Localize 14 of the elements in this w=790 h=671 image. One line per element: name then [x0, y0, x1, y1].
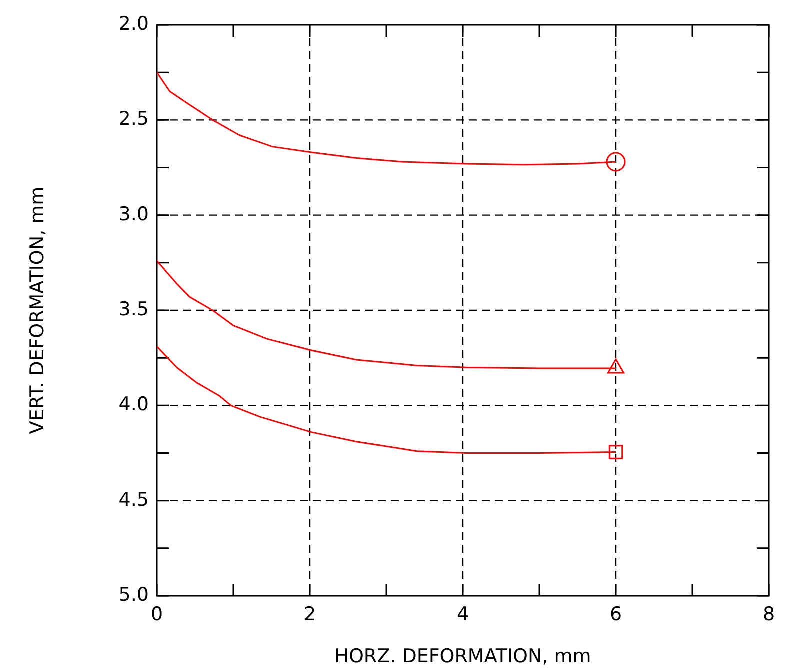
- y-tick-label: 2.0: [118, 12, 149, 35]
- y-tick-label: 3.0: [118, 203, 149, 226]
- x-tick-label: 6: [610, 603, 622, 626]
- x-tick-label: 8: [762, 603, 776, 626]
- y-tick-label: 3.5: [118, 298, 149, 320]
- x-tick-label: 0: [150, 603, 164, 626]
- x-tick-label: 2: [304, 603, 316, 626]
- y-tick-label: 2.5: [118, 108, 149, 130]
- y-tick-label: 5.0: [118, 584, 149, 606]
- y-tick-label: 4.0: [118, 394, 149, 416]
- x-tick-label: 4: [456, 603, 470, 626]
- x-axis-title: HORZ. DEFORMATION, mm: [334, 646, 592, 668]
- y-axis-title: VERT. DEFORMATION, mm: [26, 186, 48, 434]
- y-tick-label: 4.5: [118, 488, 149, 511]
